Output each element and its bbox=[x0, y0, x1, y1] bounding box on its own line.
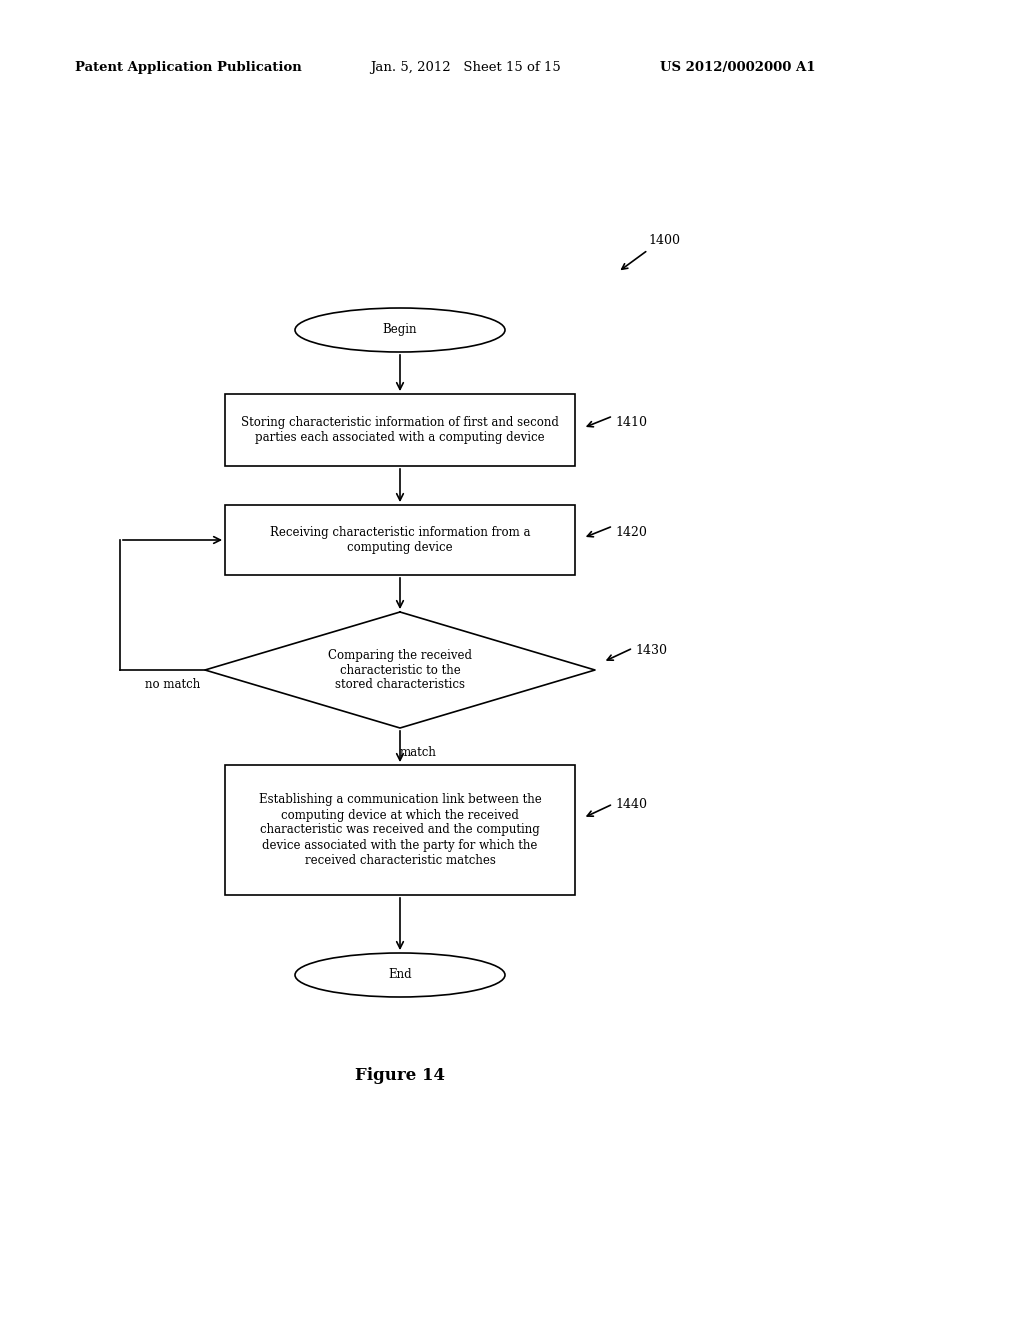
FancyBboxPatch shape bbox=[225, 506, 575, 576]
Text: Receiving characteristic information from a
computing device: Receiving characteristic information fro… bbox=[269, 525, 530, 554]
Text: 1440: 1440 bbox=[615, 799, 647, 812]
Ellipse shape bbox=[295, 308, 505, 352]
Text: 1410: 1410 bbox=[615, 416, 647, 429]
Text: 1420: 1420 bbox=[615, 525, 647, 539]
Text: 1400: 1400 bbox=[648, 234, 680, 247]
Text: Comparing the received
characteristic to the
stored characteristics: Comparing the received characteristic to… bbox=[328, 648, 472, 692]
Text: Establishing a communication link between the
computing device at which the rece: Establishing a communication link betwee… bbox=[259, 793, 542, 866]
Text: Storing characteristic information of first and second
parties each associated w: Storing characteristic information of fi… bbox=[241, 416, 559, 444]
Text: no match: no match bbox=[144, 677, 200, 690]
Text: US 2012/0002000 A1: US 2012/0002000 A1 bbox=[660, 62, 815, 74]
Text: Figure 14: Figure 14 bbox=[355, 1067, 445, 1084]
Ellipse shape bbox=[295, 953, 505, 997]
Text: 1430: 1430 bbox=[635, 644, 667, 656]
FancyBboxPatch shape bbox=[225, 766, 575, 895]
Text: match: match bbox=[399, 746, 436, 759]
FancyBboxPatch shape bbox=[225, 393, 575, 466]
Text: Jan. 5, 2012   Sheet 15 of 15: Jan. 5, 2012 Sheet 15 of 15 bbox=[370, 62, 561, 74]
Text: End: End bbox=[388, 969, 412, 982]
Text: Begin: Begin bbox=[383, 323, 417, 337]
Text: Patent Application Publication: Patent Application Publication bbox=[75, 62, 302, 74]
